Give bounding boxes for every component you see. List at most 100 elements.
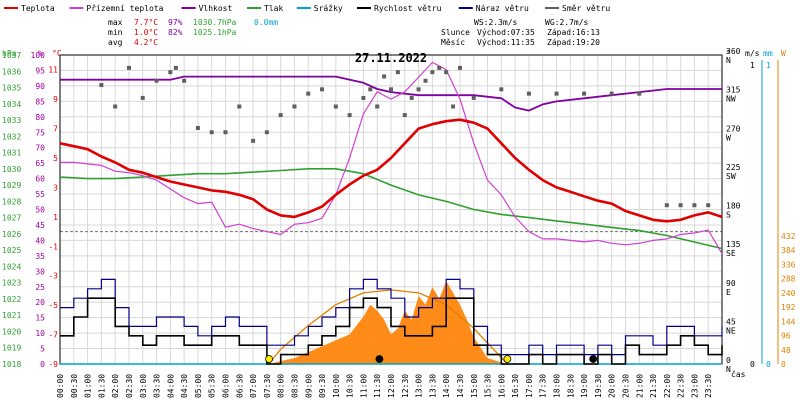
stats-wind-gust: WG:2.7m/s: [545, 18, 589, 27]
humidity-tick-label: 70: [35, 144, 45, 153]
wind-direction-point: [237, 104, 242, 109]
moonrise-marker: [375, 355, 384, 363]
pressure-tick-label: 1023: [2, 279, 21, 288]
time-tick-label: 06:30: [235, 374, 244, 398]
series-wind-gust: [60, 278, 723, 356]
wind-direction-point: [361, 95, 366, 100]
time-tick-label: 13:30: [428, 374, 437, 398]
time-tick-label: 07:00: [249, 374, 258, 398]
chart-title: 27.11.2022: [355, 51, 427, 65]
wind-direction-point: [320, 87, 325, 92]
pressure-tick-label: 1022: [2, 295, 21, 304]
time-tick-label: 21:00: [635, 374, 644, 398]
time-tick-label: 15:30: [484, 374, 493, 398]
time-tick-label: 08:30: [290, 374, 299, 398]
wind-dir-unit: °: [726, 49, 731, 58]
pressure-tick-label: 1029: [2, 181, 21, 190]
humidity-tick-label: 55: [35, 190, 45, 199]
humidity-tick-label: 5: [40, 345, 45, 354]
legend-label: Tlak: [264, 4, 283, 13]
legend-label: Směr větru: [562, 4, 610, 13]
stats-humidity: 97%: [168, 18, 183, 27]
stats-humidity: 82%: [168, 28, 183, 37]
series-pressure: [59, 168, 723, 250]
wind-direction-point: [664, 203, 669, 208]
humidity-tick-label: 65: [35, 159, 45, 168]
stats-pressure: 1030.7hPa: [193, 18, 237, 27]
sun-rise: Východ:07:35: [477, 28, 535, 37]
radiation-tick-label: 48: [781, 346, 791, 355]
time-tick-label: 01:00: [84, 374, 93, 398]
wind-direction-point: [678, 203, 683, 208]
temperature-tick-label: 3: [53, 183, 58, 192]
wind-direction-point: [409, 95, 414, 100]
radiation-tick-label: 0: [781, 360, 786, 369]
time-tick-label: 14:00: [442, 374, 451, 398]
wind-dir-name: SW: [726, 172, 736, 181]
time-tick-label: 03:30: [153, 374, 162, 398]
time-tick-label: 20:30: [621, 374, 630, 398]
temperature-unit: °C: [52, 49, 62, 58]
stats-temperature: 7.7°C: [134, 18, 158, 27]
pressure-tick-label: 1026: [2, 230, 21, 239]
wind-direction-point: [251, 138, 256, 143]
humidity-tick-label: 10: [35, 329, 45, 338]
moon-label: Měsíc: [441, 38, 465, 47]
pressure-tick-label: 1028: [2, 197, 21, 206]
time-tick-label: 00:30: [70, 374, 79, 398]
wind-direction-point: [706, 203, 711, 208]
chart-header: Teplota Přízemní teplota Vlhkost Tlak Srážky…: [4, 4, 610, 65]
humidity-tick-label: 90: [35, 82, 45, 91]
stats-rain: 0.0mm: [254, 18, 278, 27]
radiation-tick-label: 336: [781, 260, 796, 269]
stats-wind-speed: WS:2.3m/s: [474, 18, 518, 27]
time-tick-label: 21:30: [649, 374, 658, 398]
wind-dir-name: E: [726, 288, 731, 297]
humidity-tick-label: 35: [35, 252, 45, 261]
wind-dir-name: W: [726, 133, 731, 142]
wind-dir-tick-label: 360: [726, 47, 741, 56]
pressure-tick-label: 1024: [2, 262, 21, 271]
time-tick-label: 18:00: [553, 374, 562, 398]
wind-direction-point: [423, 78, 428, 83]
wind-direction-point: [168, 70, 173, 75]
wind-dir-name: N: [726, 56, 731, 65]
wind-dir-tick-label: 270: [726, 124, 741, 133]
wind-dir-tick-label: 180: [726, 202, 741, 211]
time-tick-label: 11:00: [359, 374, 368, 398]
time-tick-label: 04:30: [180, 374, 189, 398]
wind-direction-point: [437, 65, 442, 70]
temperature-tick-label: -1: [48, 242, 58, 251]
wind-direction-point: [182, 78, 187, 83]
wind-direction-point: [368, 87, 373, 92]
legend-label: Náraz větru: [476, 4, 529, 13]
wind-direction-point: [375, 104, 380, 109]
humidity-tick-label: 0: [40, 360, 45, 369]
pressure-tick-label: 1020: [2, 327, 21, 336]
humidity-unit: %: [38, 49, 43, 58]
wind-direction-point: [499, 87, 504, 92]
wind-direction-point: [416, 87, 421, 92]
rain-unit: mm: [763, 49, 773, 58]
stats-row-label: max: [108, 18, 123, 27]
time-tick-label: 10:00: [332, 374, 341, 398]
chart-axes: 1018101910201021102210231024102510261027…: [2, 47, 796, 398]
temperature-tick-label: 11: [48, 66, 58, 75]
wind-speed-tick-label: 0: [750, 360, 755, 369]
pressure-tick-label: 1030: [2, 165, 21, 174]
rain-tick-label: 1: [766, 61, 771, 70]
sun-label: Slunce: [441, 28, 470, 37]
pressure-tick-label: 1033: [2, 116, 21, 125]
stats-row-label: min: [108, 28, 123, 37]
wind-direction-point: [526, 91, 531, 96]
wind-dir-tick-label: 90: [726, 279, 736, 288]
pressure-tick-label: 1031: [2, 149, 21, 158]
temperature-tick-label: -9: [48, 360, 58, 369]
wind-direction-point: [264, 130, 269, 135]
time-tick-label: 12:00: [387, 374, 396, 398]
pressure-unit: hPa: [2, 49, 17, 58]
wind-dir-name: N: [726, 365, 731, 374]
wind-dir-tick-label: 225: [726, 163, 741, 172]
wind-direction-point: [637, 91, 642, 96]
